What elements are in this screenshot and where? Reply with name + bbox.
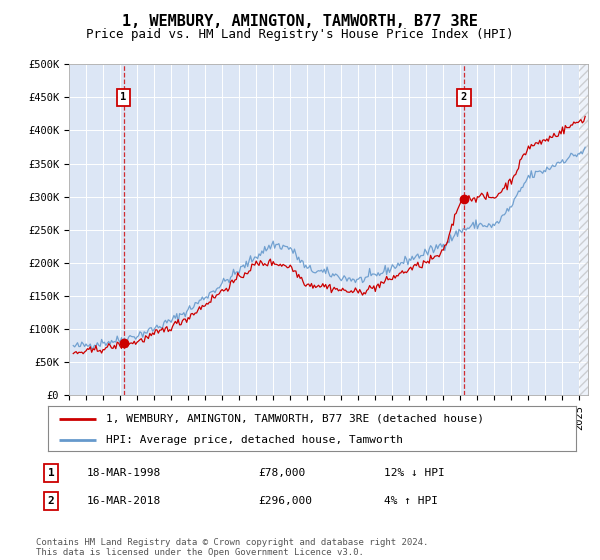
Text: 16-MAR-2018: 16-MAR-2018 [87, 496, 161, 506]
Text: 2: 2 [47, 496, 55, 506]
Text: 1, WEMBURY, AMINGTON, TAMWORTH, B77 3RE (detached house): 1, WEMBURY, AMINGTON, TAMWORTH, B77 3RE … [106, 413, 484, 423]
Text: Contains HM Land Registry data © Crown copyright and database right 2024.
This d: Contains HM Land Registry data © Crown c… [36, 538, 428, 557]
Text: 2: 2 [461, 92, 467, 102]
Text: 1: 1 [47, 468, 55, 478]
Text: 1, WEMBURY, AMINGTON, TAMWORTH, B77 3RE: 1, WEMBURY, AMINGTON, TAMWORTH, B77 3RE [122, 14, 478, 29]
Text: 4% ↑ HPI: 4% ↑ HPI [384, 496, 438, 506]
Text: £296,000: £296,000 [258, 496, 312, 506]
Text: 12% ↓ HPI: 12% ↓ HPI [384, 468, 445, 478]
Text: Price paid vs. HM Land Registry's House Price Index (HPI): Price paid vs. HM Land Registry's House … [86, 28, 514, 41]
Text: 18-MAR-1998: 18-MAR-1998 [87, 468, 161, 478]
Text: £78,000: £78,000 [258, 468, 305, 478]
Text: 1: 1 [121, 92, 127, 102]
Text: HPI: Average price, detached house, Tamworth: HPI: Average price, detached house, Tamw… [106, 435, 403, 445]
